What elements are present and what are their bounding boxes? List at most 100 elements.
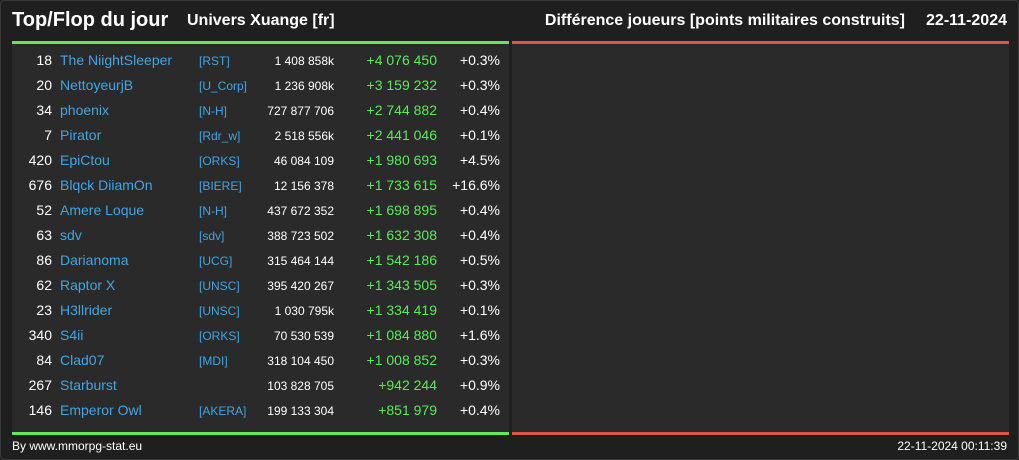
top-list: 18 The NiightSleeper [RST] 1 408 858k +4 076… — [12, 48, 509, 423]
player-rank: 676 — [28, 177, 52, 193]
player-name-link[interactable]: EpiCtou — [60, 152, 110, 168]
points-difference: +4 076 450 — [366, 52, 437, 68]
alliance-tag-link[interactable]: [sdv] — [199, 229, 225, 243]
player-name-link[interactable]: phoenix — [60, 102, 110, 118]
percent-change: +0.4% — [459, 227, 500, 243]
player-name-link[interactable]: NettoyeurjB — [60, 77, 134, 93]
player-rank: 7 — [44, 127, 52, 143]
table-row: 340 S4ii [ORKS] 70 530 539 +1 084 880 +1.6% — [12, 323, 509, 348]
player-total-points: 1 030 795k — [274, 304, 334, 318]
percent-change: +0.1% — [459, 127, 500, 143]
player-name-link[interactable]: Amere Loque — [60, 202, 145, 218]
table-row: 146 Emperor Owl [AKERA] 199 133 304 +851 979… — [12, 398, 509, 423]
player-name-link[interactable]: Blqck DiiamOn — [60, 177, 153, 193]
percent-change: +0.3% — [459, 352, 500, 368]
player-total-points: 12 156 378 — [273, 179, 334, 193]
top-panel-top-border — [12, 41, 509, 44]
percent-change: +4.5% — [459, 152, 500, 168]
percent-change: +0.4% — [459, 102, 500, 118]
points-difference: +1 698 895 — [366, 202, 437, 218]
player-rank: 23 — [36, 302, 52, 318]
percent-change: +0.3% — [459, 77, 500, 93]
alliance-tag-link[interactable]: [BIERE] — [199, 179, 242, 193]
alliance-tag-link[interactable]: [UNSC] — [199, 304, 240, 318]
points-difference: +2 441 046 — [366, 127, 437, 143]
player-name-link[interactable]: sdv — [60, 227, 82, 243]
universe-label: Univers Xuange [fr] — [187, 12, 335, 29]
percent-change: +0.1% — [459, 302, 500, 318]
player-name-link[interactable]: Raptor X — [60, 277, 116, 293]
generated-timestamp: 22-11-2024 00:11:39 — [897, 439, 1007, 453]
percent-change: +1.6% — [459, 327, 500, 343]
player-total-points: 1 236 908k — [274, 79, 334, 93]
table-row: 267 Starburst 103 828 705 +942 244 +0.9% — [12, 373, 509, 398]
player-rank: 86 — [36, 252, 52, 268]
player-rank: 63 — [36, 227, 52, 243]
player-rank: 20 — [36, 77, 52, 93]
alliance-tag-link[interactable]: [N-H] — [199, 104, 227, 118]
alliance-tag-link[interactable]: [MDI] — [199, 354, 228, 368]
top-panel — [12, 41, 509, 435]
table-row: 86 Darianoma [UCG] 315 464 144 +1 542 186 +0.… — [12, 248, 509, 273]
alliance-tag-link[interactable]: [AKERA] — [199, 404, 247, 418]
table-row: 420 EpiCtou [ORKS] 46 084 109 +1 980 693 +4.5… — [12, 148, 509, 173]
ranking-subtitle: Différence joueurs [points militaires co… — [544, 12, 905, 29]
page-title: Top/Flop du jour — [12, 9, 169, 31]
alliance-tag-link[interactable]: [ORKS] — [199, 154, 240, 168]
percent-change: +0.5% — [459, 252, 500, 268]
player-total-points: 1 408 858k — [274, 54, 334, 68]
alliance-tag-link[interactable]: [ORKS] — [199, 329, 240, 343]
player-total-points: 70 530 539 — [273, 329, 334, 343]
player-name-link[interactable]: Starburst — [60, 377, 117, 393]
percent-change: +0.4% — [459, 202, 500, 218]
player-rank: 420 — [28, 152, 52, 168]
alliance-tag-link[interactable]: [N-H] — [199, 204, 227, 218]
player-name-link[interactable]: Darianoma — [60, 252, 129, 268]
player-total-points: 437 672 352 — [267, 204, 334, 218]
points-difference: +851 979 — [378, 402, 437, 418]
player-name-link[interactable]: Pirator — [60, 127, 102, 143]
points-difference: +1 334 419 — [366, 302, 437, 318]
player-total-points: 46 084 109 — [273, 154, 334, 168]
percent-change: +0.3% — [459, 277, 500, 293]
player-name-link[interactable]: Clad07 — [60, 352, 105, 368]
alliance-tag-link[interactable]: [U_Corp] — [199, 79, 248, 93]
table-row: 52 Amere Loque [N-H] 437 672 352 +1 698 895 +… — [12, 198, 509, 223]
player-rank: 340 — [28, 327, 52, 343]
top-panel-bottom-border — [12, 432, 509, 435]
points-difference: +1 542 186 — [366, 252, 437, 268]
percent-change: +0.3% — [459, 52, 500, 68]
table-row: 676 Blqck DiiamOn [BIERE] 12 156 378 +1 733 … — [12, 173, 509, 198]
percent-change: +16.6% — [452, 177, 500, 193]
points-difference: +1 980 693 — [366, 152, 437, 168]
player-name-link[interactable]: Emperor Owl — [60, 402, 142, 418]
player-total-points: 727 877 706 — [267, 104, 334, 118]
points-difference: +3 159 232 — [366, 77, 437, 93]
table-row: 62 Raptor X [UNSC] 395 420 267 +1 343 505 +0.… — [12, 273, 509, 298]
player-name-link[interactable]: The NiightSleeper — [60, 52, 173, 68]
percent-change: +0.4% — [459, 402, 500, 418]
points-difference: +2 744 882 — [366, 102, 437, 118]
alliance-tag-link[interactable]: [RST] — [199, 54, 230, 68]
player-rank: 267 — [28, 377, 52, 393]
player-total-points: 395 420 267 — [267, 279, 334, 293]
player-rank: 34 — [36, 102, 52, 118]
flop-panel-top-border — [512, 41, 1009, 44]
player-name-link[interactable]: S4ii — [60, 327, 84, 343]
alliance-tag-link[interactable]: [Rdr_w] — [199, 129, 241, 143]
player-total-points: 315 464 144 — [267, 254, 334, 268]
table-row: 84 Clad07 [MDI] 318 104 450 +1 008 852 +0.3% — [12, 348, 509, 373]
flop-panel — [512, 41, 1009, 435]
alliance-tag-link[interactable]: [UCG] — [199, 254, 233, 268]
site-credit[interactable]: By www.mmorpg-stat.eu — [12, 439, 143, 453]
flop-panel-bottom-border — [512, 432, 1009, 435]
table-row: 63 sdv [sdv] 388 723 502 +1 632 308 +0.4% — [12, 223, 509, 248]
player-total-points: 388 723 502 — [267, 229, 334, 243]
report-date: 22-11-2024 — [926, 12, 1007, 29]
table-row: 20 NettoyeurjB [U_Corp] 1 236 908k +3 159 23… — [12, 73, 509, 98]
points-difference: +1 632 308 — [366, 227, 437, 243]
player-rank: 84 — [36, 352, 52, 368]
player-name-link[interactable]: H3llrider — [60, 302, 113, 318]
alliance-tag-link[interactable]: [UNSC] — [199, 279, 240, 293]
